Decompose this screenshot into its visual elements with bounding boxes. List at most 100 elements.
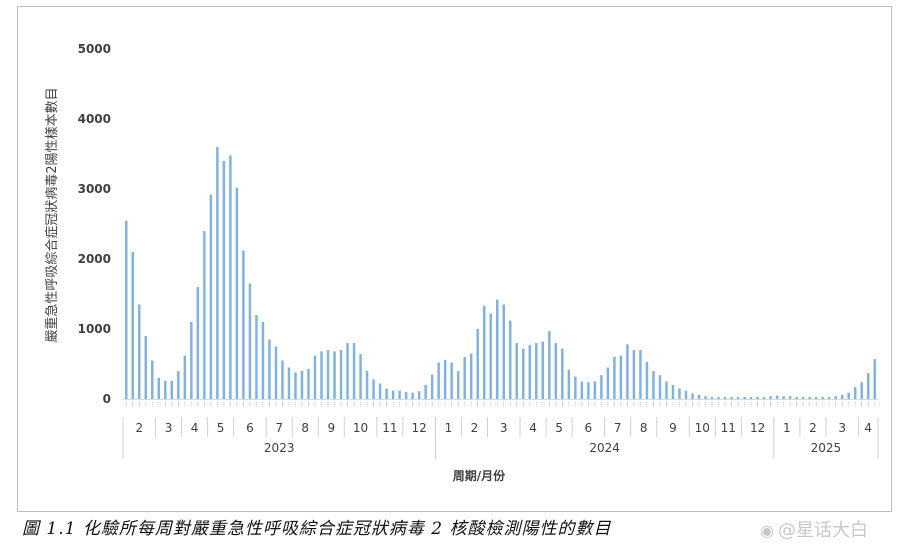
- weibo-icon: ◉: [760, 521, 774, 540]
- month-label: 6: [585, 421, 593, 435]
- bar: [482, 305, 486, 399]
- month-label: 10: [353, 421, 368, 435]
- bar: [678, 388, 681, 399]
- bar: [782, 396, 785, 399]
- bar: [365, 371, 369, 399]
- bar: [437, 362, 440, 399]
- bar: [821, 396, 824, 399]
- bar: [632, 350, 636, 399]
- bar: [450, 362, 453, 399]
- bar: [333, 351, 336, 399]
- bar: [840, 394, 844, 399]
- bar: [274, 346, 278, 399]
- bar: [788, 396, 792, 399]
- bar: [229, 155, 232, 399]
- month-label: 1: [783, 421, 791, 435]
- bar: [580, 381, 584, 399]
- bar: [255, 315, 258, 399]
- bar: [574, 376, 577, 399]
- bar: [671, 385, 675, 399]
- bar: [613, 357, 616, 399]
- bar: [723, 396, 727, 399]
- figure-caption: 圖 1.1 化驗所每周對嚴重急性呼吸綜合症冠狀病毒 2 核酸檢測陽性的數目: [22, 519, 612, 539]
- bar: [639, 350, 642, 399]
- bar: [593, 381, 597, 399]
- bar: [756, 396, 759, 399]
- bar: [417, 391, 421, 399]
- bar: [157, 378, 161, 399]
- month-label: 7: [275, 421, 283, 435]
- bar: [847, 392, 850, 399]
- month-label: 9: [669, 421, 677, 435]
- month-label: 11: [721, 421, 736, 435]
- month-label: 1: [445, 421, 453, 435]
- y-tick-label: 0: [103, 392, 111, 406]
- y-tick-label: 2000: [78, 252, 111, 266]
- bar: [281, 360, 284, 399]
- bar: [535, 343, 538, 399]
- month-label: 9: [327, 421, 335, 435]
- bar: [190, 322, 193, 399]
- bar: [795, 396, 798, 399]
- month-label: 8: [640, 421, 648, 435]
- x-axis-label: 周期/月份: [453, 468, 506, 483]
- bar: [528, 345, 532, 399]
- y-axis-label: 嚴重急性呼吸綜合症冠狀病毒2陽性樣本數目: [44, 87, 60, 342]
- year-label: 2024: [589, 441, 620, 455]
- bar: [645, 361, 649, 399]
- bar: [411, 392, 414, 399]
- bar: [606, 367, 610, 399]
- bar: [749, 396, 753, 399]
- bar: [587, 382, 590, 399]
- bar: [561, 348, 564, 399]
- y-tick-label: 3000: [78, 182, 111, 196]
- bar: [873, 359, 876, 399]
- bar: [424, 385, 427, 399]
- month-label: 3: [838, 421, 846, 435]
- month-label: 12: [411, 421, 426, 435]
- bar: [398, 390, 401, 399]
- bar: [476, 329, 479, 399]
- bar: [372, 379, 375, 399]
- year-label: 2025: [811, 441, 842, 455]
- bar: [307, 368, 310, 399]
- month-label: 3: [165, 421, 173, 435]
- bar: [775, 395, 779, 399]
- bar: [177, 371, 180, 399]
- bar: [170, 380, 174, 399]
- bar: [769, 396, 772, 399]
- bar: [443, 359, 447, 399]
- bar: [209, 194, 213, 399]
- bar: [697, 394, 701, 399]
- month-label: 4: [864, 421, 872, 435]
- chart-frame: 0 1000 2000 3000 4000 5000 2 3 4 5 6 7 8 9 10 11 12 1 2 3 4…: [17, 6, 892, 512]
- bar: [665, 381, 668, 399]
- bar: [235, 187, 239, 399]
- bar: [404, 392, 408, 399]
- month-label: 2: [471, 421, 479, 435]
- bar: [463, 357, 466, 399]
- bar: [261, 322, 265, 399]
- bar: [196, 287, 200, 399]
- bar: [626, 344, 629, 399]
- bar: [853, 387, 857, 399]
- bar: [541, 341, 545, 399]
- bar: [359, 354, 362, 399]
- bar: [867, 373, 870, 399]
- bar: [125, 220, 128, 399]
- bar: [658, 375, 662, 399]
- bar: [151, 360, 154, 399]
- year-label: 2023: [264, 441, 295, 455]
- bar: [248, 283, 252, 399]
- bar: [515, 343, 518, 399]
- month-label: 5: [217, 421, 225, 435]
- bar: [762, 396, 766, 399]
- bar: [827, 396, 831, 399]
- bar: [430, 374, 434, 399]
- bars: [125, 147, 876, 399]
- month-label: 5: [555, 421, 563, 435]
- bar: [548, 331, 551, 399]
- bar: [385, 388, 388, 399]
- bar: [144, 336, 148, 399]
